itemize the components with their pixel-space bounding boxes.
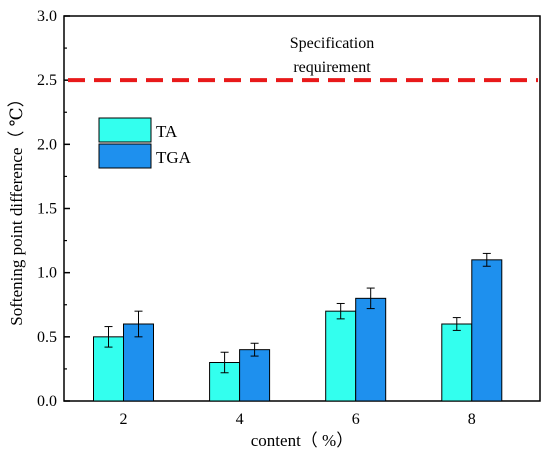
y-tick-label: 0.0 xyxy=(37,393,57,410)
bar-ta xyxy=(441,323,473,402)
x-tick-label: 6 xyxy=(352,411,360,428)
bar-tga xyxy=(355,297,387,402)
legend-label-tga: TGA xyxy=(156,148,192,167)
y-axis-title: Softening point difference（ ℃） xyxy=(7,90,26,325)
bar-ta xyxy=(325,310,357,402)
x-tick-label: 4 xyxy=(236,411,244,428)
x-axis-title: content（ %） xyxy=(251,431,353,450)
x-axis-ticks: 2 4 6 8 xyxy=(120,395,476,428)
bars-group xyxy=(93,252,503,402)
bar-tga xyxy=(471,259,503,402)
y-tick-label: 3.0 xyxy=(37,8,57,25)
y-tick-label: 1.0 xyxy=(37,265,57,282)
legend-swatch-tga xyxy=(98,143,152,169)
reference-note-line-2: requirement xyxy=(293,59,371,76)
bar-tga xyxy=(239,349,271,402)
legend-label-ta: TA xyxy=(156,122,178,141)
y-tick-label: 0.5 xyxy=(37,329,57,346)
legend-swatch-ta xyxy=(98,117,152,143)
x-tick-label: 2 xyxy=(120,411,128,428)
y-tick-label: 2.0 xyxy=(37,136,57,153)
y-tick-label: 1.5 xyxy=(37,201,57,218)
y-axis-ticks: 0.0 0.5 1.0 1.5 2.0 2.5 3.0 xyxy=(37,8,70,410)
legend: TA TGA xyxy=(98,117,192,169)
reference-note-line-1: Specification xyxy=(290,35,374,52)
x-tick-label: 8 xyxy=(468,411,476,428)
y-tick-label: 2.5 xyxy=(37,72,57,89)
